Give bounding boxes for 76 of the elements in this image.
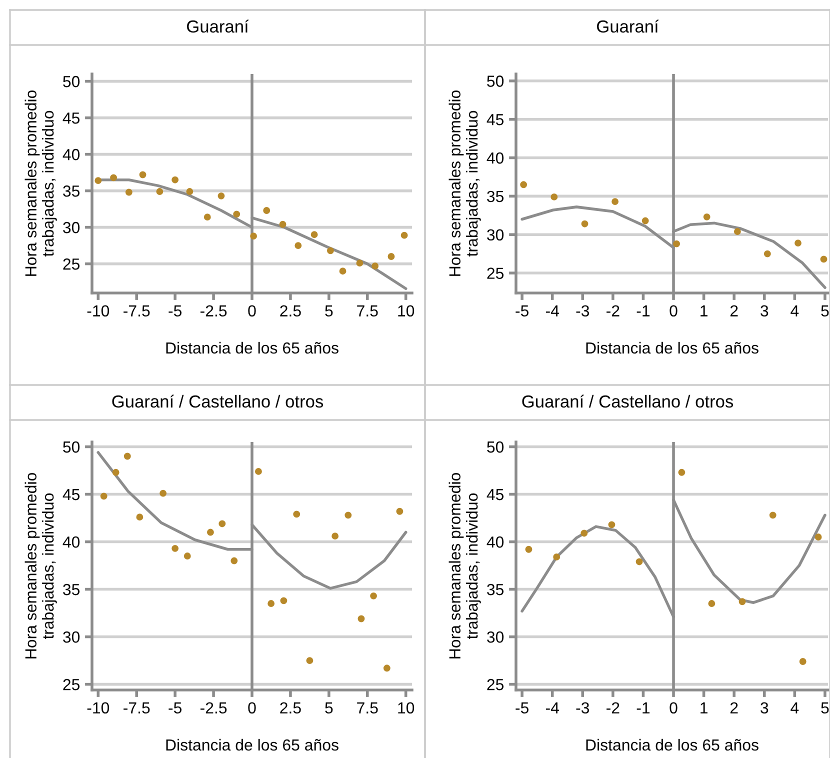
- y-tick-label: 35: [487, 584, 504, 596]
- chart-title: Guaraní: [187, 20, 249, 33]
- x-tick-label: -10: [87, 702, 110, 714]
- x-axis-title: Distancia de los 65 años: [166, 738, 338, 751]
- y-tick-label: 45: [62, 489, 80, 500]
- x-tick-label: 3: [760, 305, 768, 317]
- y-tick-label: 30: [487, 229, 504, 241]
- y-tick-label: 40: [62, 536, 80, 548]
- x-tick-label: 4: [790, 305, 799, 316]
- x-tick-label: 1: [700, 702, 708, 714]
- y-tick-label: 40: [62, 148, 80, 160]
- x-tick-label: 0: [248, 702, 256, 714]
- chart-title: Guaraní / Castellano / otros: [522, 394, 734, 408]
- y-tick-label: 35: [63, 185, 80, 197]
- y-tick-label: 45: [486, 489, 504, 500]
- y-tick-label: 50: [487, 441, 504, 453]
- y-tick-label: 45: [486, 114, 504, 126]
- x-tick-label: -4: [546, 305, 559, 316]
- y-axis-title: Hora semanales promedio trabajadas, individuo: [24, 473, 57, 658]
- x-tick-label: 2.5: [280, 305, 301, 317]
- y-tick-label: 25: [63, 678, 80, 690]
- y-tick-label: 40: [486, 152, 504, 164]
- y-tick-label: 50: [63, 76, 80, 88]
- x-tick-label: -5: [168, 305, 182, 317]
- x-tick-label: -5: [516, 305, 528, 317]
- x-tick-label: 10: [398, 702, 414, 714]
- x-tick-label: -7.5: [124, 702, 150, 714]
- x-axis-title: Distancia de los 65 años: [586, 342, 758, 354]
- x-tick-label: 3: [760, 702, 768, 714]
- y-tick-label: 50: [487, 76, 504, 87]
- x-tick-label: -3: [576, 702, 590, 714]
- y-tick-label: 50: [63, 441, 80, 453]
- y-tick-label: 30: [487, 631, 504, 643]
- x-tick-label: -2: [606, 305, 620, 316]
- y-axis-title: Hora semanales promedio trabajadas, individuo: [24, 90, 57, 276]
- x-tick-label: -1: [636, 702, 650, 714]
- x-tick-label: 1: [700, 305, 708, 316]
- x-tick-label: -7.5: [124, 305, 150, 317]
- chart-title: Guaraní: [597, 20, 659, 33]
- x-tick-label: 5: [325, 305, 333, 317]
- x-tick-label: -2.5: [200, 305, 227, 317]
- y-tick-label: 30: [63, 222, 80, 234]
- y-tick-label: 35: [487, 190, 504, 202]
- y-tick-label: 25: [487, 268, 504, 279]
- x-tick-label: 7.5: [357, 702, 378, 714]
- y-tick-label: 40: [486, 536, 504, 548]
- y-tick-label: 25: [487, 678, 504, 690]
- y-tick-label: 30: [63, 631, 80, 643]
- y-tick-label: 25: [63, 258, 80, 270]
- x-tick-label: -5: [168, 702, 182, 714]
- x-tick-label: 0: [670, 305, 678, 317]
- x-tick-label: 0: [670, 702, 678, 714]
- x-tick-label: -2.5: [200, 702, 227, 714]
- x-tick-label: 2: [730, 305, 738, 316]
- x-tick-label: -10: [87, 305, 110, 317]
- x-tick-label: 5: [821, 702, 829, 714]
- x-axis-title: Distancia de los 65 años: [586, 738, 758, 751]
- x-tick-label: 2.5: [280, 702, 301, 714]
- x-tick-label: 2: [730, 702, 738, 714]
- x-tick-label: 10: [398, 305, 414, 317]
- x-tick-label: -3: [576, 305, 590, 317]
- x-axis-title: Distancia de los 65 años: [166, 342, 338, 354]
- chart-title: Guaraní / Castellano / otros: [112, 394, 324, 408]
- x-tick-label: -1: [636, 305, 650, 316]
- x-tick-label: 0: [248, 305, 256, 317]
- y-tick-label: 45: [62, 112, 80, 124]
- y-tick-label: 35: [63, 584, 80, 596]
- x-tick-label: 5: [821, 305, 829, 317]
- x-tick-label: -4: [546, 702, 559, 714]
- x-tick-label: 5: [325, 702, 333, 714]
- x-tick-label: 7.5: [357, 305, 378, 317]
- y-axis-title: Hora semanales promedio trabajadas, individuo: [448, 90, 481, 276]
- x-tick-label: 4: [790, 702, 799, 714]
- x-tick-label: -5: [516, 702, 528, 714]
- y-axis-title: Hora semanales promedio trabajadas, individuo: [448, 473, 481, 658]
- x-tick-label: -2: [606, 702, 620, 714]
